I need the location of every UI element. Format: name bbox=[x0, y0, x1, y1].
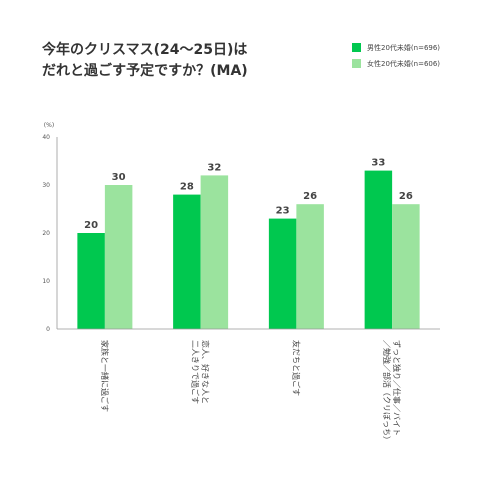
y-tick-label: 20 bbox=[42, 230, 50, 237]
x-category-label: 友だちと過ごす bbox=[291, 340, 301, 396]
bar-value-label: 20 bbox=[84, 220, 98, 231]
bar-female-2 bbox=[200, 175, 229, 329]
bar-value-label: 28 bbox=[180, 182, 194, 193]
y-tick-label: 0 bbox=[46, 326, 50, 333]
legend-swatch-female bbox=[352, 59, 361, 68]
x-category-label: 家族と一緒に過ごす bbox=[100, 340, 110, 412]
chart-title-line-2: だれと過ごす予定ですか？(MA) bbox=[42, 63, 248, 79]
chart-title-line-1: 今年のクリスマス(24〜25日)は bbox=[42, 42, 248, 58]
x-category-label: 恋人、好きな人と bbox=[201, 340, 211, 404]
bar-value-label: 33 bbox=[371, 158, 385, 169]
bar-value-label: 26 bbox=[399, 191, 413, 202]
y-tick-label: 40 bbox=[42, 134, 50, 141]
bar-value-label: 32 bbox=[207, 162, 221, 173]
x-category-label: ずっと独り／仕事／バイト bbox=[392, 340, 402, 436]
y-tick-label: 10 bbox=[42, 278, 50, 285]
chart-legend: 男性20代未婚(n=696) 女性20代未婚(n=606) bbox=[352, 41, 440, 73]
legend-item-male: 男性20代未婚(n=696) bbox=[352, 41, 440, 54]
bar-value-label: 26 bbox=[303, 191, 317, 202]
bar-female-3 bbox=[296, 204, 324, 329]
bar-male-1 bbox=[77, 233, 105, 329]
legend-label-female: 女性20代未婚(n=606) bbox=[367, 59, 441, 68]
bar-male-3 bbox=[268, 218, 297, 329]
legend-swatch-male bbox=[352, 43, 361, 52]
bar-female-4 bbox=[392, 204, 420, 329]
bar-female-1 bbox=[104, 185, 133, 329]
x-category-label: 二人きりで過ごす bbox=[191, 340, 201, 404]
legend-label-male: 男性20代未婚(n=696) bbox=[367, 43, 441, 52]
y-tick-label: 30 bbox=[42, 182, 50, 189]
bar-male-4 bbox=[364, 170, 393, 329]
legend-item-female: 女性20代未婚(n=606) bbox=[352, 57, 440, 70]
bar-value-label: 30 bbox=[112, 172, 126, 183]
bar-value-label: 23 bbox=[276, 206, 290, 217]
y-axis-unit-label: (%) bbox=[44, 122, 54, 129]
chart-title: 今年のクリスマス(24〜25日)は だれと過ごす予定ですか？(MA) bbox=[42, 40, 248, 82]
x-category-label: ／勉強／部活（クリぼっち） bbox=[382, 340, 392, 444]
bar-male-2 bbox=[173, 194, 201, 329]
